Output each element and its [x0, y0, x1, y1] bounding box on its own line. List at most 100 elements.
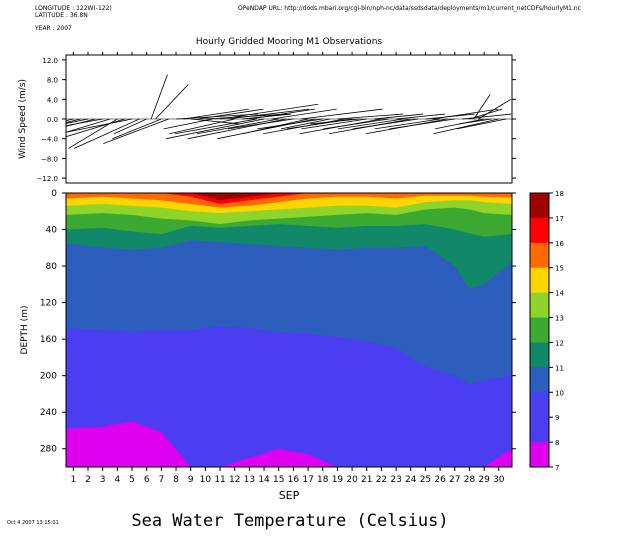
day-x-tick-label: 22	[376, 475, 387, 485]
depth-y-tick-label: 120	[40, 299, 57, 309]
day-x-tick-label: 1	[70, 475, 76, 485]
colorbar-swatch-16-17	[530, 217, 549, 244]
wind-vector	[352, 118, 419, 130]
day-x-tick-label: 2	[85, 475, 91, 485]
day-x-tick-label: 29	[478, 475, 490, 485]
year-label: YEAR : 2007	[35, 25, 72, 32]
wind-vector	[66, 118, 103, 127]
wind-vector	[257, 118, 323, 130]
wind-vector	[155, 84, 189, 120]
colorbar-label: 12	[555, 339, 564, 347]
colorbar-swatch-14-15	[530, 267, 549, 294]
day-x-tick-label: 18	[317, 475, 329, 485]
depth-y-tick-label: 240	[40, 408, 57, 418]
day-x-tick-label: 5	[129, 475, 135, 485]
wind-vector	[301, 118, 367, 130]
day-x-tick-label: 28	[464, 475, 476, 485]
opendap-url: OPeNDAP URL: http://dods.mbari.org/cgi-b…	[238, 5, 582, 12]
plot-title: Hourly Gridded Mooring M1 Observations	[195, 37, 383, 47]
temperature-colorbar: 18 17 16 15 14 13 12 11 10 9 8 7	[529, 190, 564, 472]
colorbar-label: 16	[555, 240, 564, 248]
temperature-panel-frame	[65, 192, 513, 468]
wind-vector	[113, 118, 147, 135]
wind-vector	[112, 118, 162, 140]
day-x-tick-label: 15	[273, 475, 284, 485]
day-x-tick-label: 19	[332, 475, 344, 485]
wind-vector	[396, 113, 446, 120]
colorbar-swatch-9-10	[530, 392, 549, 418]
day-x-axis: 1 2 3 4 5 6 7 8 9 10 11 12 13 14 15 16 17 18 19 20 21 22 23 24 2…	[70, 52, 505, 485]
colorbar-swatch-11-12	[530, 342, 549, 368]
wind-vector	[456, 118, 507, 130]
wind-vector	[227, 108, 310, 120]
wind-vector	[183, 108, 249, 120]
day-x-tick-label: 24	[405, 475, 417, 485]
wind-vector	[462, 113, 512, 120]
wind-y-tick-label: −12.0	[37, 175, 58, 183]
depth-y-tick-label: 0	[51, 189, 57, 199]
day-x-tick-label: 4	[114, 475, 120, 485]
wind-vector	[227, 118, 294, 130]
day-x-tick-label: 6	[144, 475, 150, 485]
wind-vector	[271, 108, 337, 120]
colorbar-label: 7	[555, 464, 559, 472]
temperature-contour-group	[66, 193, 512, 467]
day-x-tick-label: 8	[173, 475, 179, 485]
wind-vector	[66, 118, 81, 123]
wind-vector	[169, 118, 235, 135]
wind-vector	[478, 98, 512, 120]
wind-vector	[374, 113, 424, 120]
wind-y-tick-label: 0.0	[47, 116, 58, 124]
colorbar-label: 17	[555, 215, 564, 223]
wind-y-tick-label: 4.0	[47, 96, 58, 104]
colorbar-label: 11	[555, 364, 564, 372]
wind-vector	[300, 108, 383, 120]
day-x-tick-label: 3	[100, 475, 106, 485]
wind-vector	[163, 118, 213, 130]
day-x-tick-label: 9	[188, 475, 194, 485]
latitude-label: LATITUDE : 36.8N	[35, 12, 88, 19]
colorbar-swatch-17-18	[530, 193, 549, 219]
wind-vector	[66, 118, 89, 124]
wind-vector	[174, 118, 257, 135]
day-x-tick-label: 13	[244, 475, 255, 485]
day-x-tick-label: 10	[200, 475, 212, 485]
depth-y-tick-label: 40	[46, 226, 58, 236]
longitude-label: LONGITUDE : 122W(-122)	[35, 5, 112, 12]
wind-y-axis: 12.0 8.0 4.0 0.0 −4.0 −8.0 −12.0	[37, 57, 516, 183]
wind-y-axis-label: Wind Speed (m/s)	[18, 79, 28, 159]
wind-vector	[190, 118, 240, 125]
wind-y-tick-label: −4.0	[41, 136, 58, 144]
wind-y-tick-label: 12.0	[42, 57, 58, 65]
depth-y-tick-label: 80	[46, 262, 58, 272]
wind-vector	[473, 94, 491, 120]
wind-vector-group	[66, 74, 512, 149]
colorbar-label: 10	[555, 389, 564, 397]
wind-vector	[165, 118, 265, 140]
colorbar-label: 18	[555, 190, 564, 198]
depth-y-axis: 0 40 80 120 160 200 240 280	[40, 189, 516, 455]
colorbar-swatch-15-16	[530, 242, 549, 269]
day-x-tick-label: 25	[420, 475, 431, 485]
month-axis-label: SEP	[279, 489, 300, 502]
depth-y-tick-label: 280	[40, 445, 57, 455]
wind-vector	[389, 118, 455, 130]
depth-y-tick-label: 160	[40, 335, 57, 345]
wind-vector	[219, 103, 319, 120]
colorbar-swatch-13-14	[530, 292, 549, 319]
wind-vector	[66, 118, 111, 133]
wind-vector	[73, 118, 140, 149]
colorbar-label: 8	[555, 439, 559, 447]
day-x-tick-label: 30	[493, 475, 505, 485]
colorbar-swatch-7-8	[530, 442, 549, 468]
wind-vector	[310, 118, 360, 125]
wind-vector	[249, 108, 315, 120]
wind-vector	[337, 118, 404, 130]
day-x-tick-label: 23	[390, 475, 401, 485]
generation-timestamp: Oct 4 2007 13:15:01	[7, 520, 59, 526]
depth-y-tick-label: 200	[40, 372, 57, 382]
colorbar-label: 9	[555, 414, 559, 422]
colorbar-label: 15	[555, 265, 564, 273]
